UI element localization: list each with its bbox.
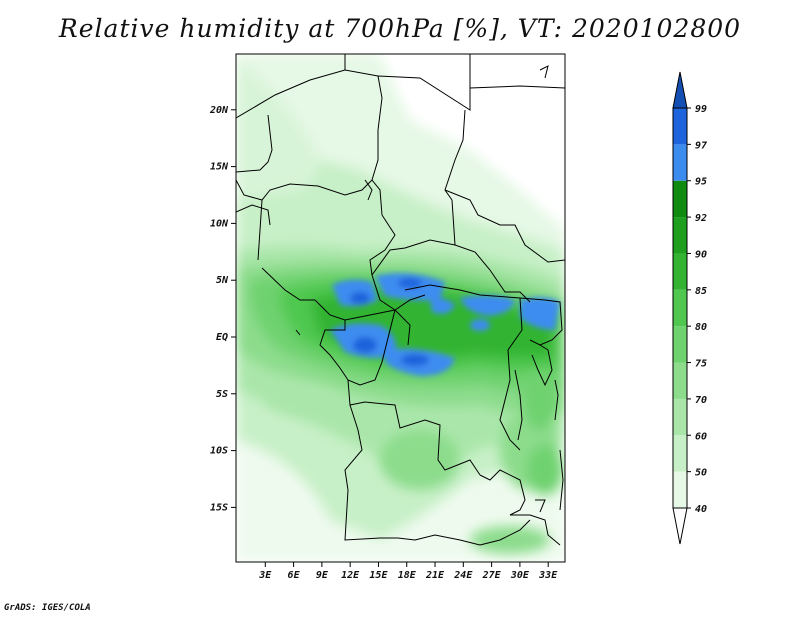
colorbar: 40 50 60 70 75 80 85 90 92 95 97 99 <box>672 71 707 545</box>
rh-50-region-west <box>236 60 318 200</box>
colorbar-label: 92 <box>695 213 707 224</box>
colorbar-segment <box>673 180 687 218</box>
colorbar-label: 85 <box>695 286 707 297</box>
colorbar-label: 70 <box>695 395 707 406</box>
lon-tick-label: 12E <box>341 570 360 581</box>
colorbar-label: 60 <box>695 431 707 442</box>
colorbar-segment <box>673 362 687 399</box>
colorbar-label: 95 <box>695 177 707 188</box>
colorbar-segment <box>673 289 687 327</box>
lon-tick-label: 15E <box>369 570 388 581</box>
lat-tick-label: 15N <box>210 162 229 173</box>
lon-tick-label: 3E <box>258 570 272 581</box>
lat-tick-label: 20N <box>209 105 229 116</box>
lon-tick-label: 9E <box>316 570 329 581</box>
lat-tick-label: 15S <box>210 502 228 513</box>
colorbar-label: 90 <box>695 249 707 260</box>
lon-tick-label: 24E <box>453 570 473 581</box>
colorbar-label: 80 <box>695 322 707 333</box>
longitude-axis: 3E 6E 9E 12E 15E 18E 21E 24E 27E 30E 33E <box>258 562 558 581</box>
colorbar-label: 40 <box>695 504 707 515</box>
lat-tick-label: EQ <box>216 332 228 343</box>
lat-tick-label: 5N <box>216 275 229 286</box>
colorbar-label: 50 <box>695 468 707 479</box>
colorbar-segment <box>673 398 687 436</box>
lon-tick-label: 33E <box>538 570 558 581</box>
colorbar-segment <box>673 326 687 363</box>
colorbar-segment <box>673 471 687 508</box>
lon-tick-label: 21E <box>425 570 445 581</box>
rh-95-region-east <box>460 295 515 316</box>
lon-tick-label: 6E <box>288 570 301 581</box>
colorbar-label: 75 <box>695 359 707 370</box>
lon-tick-label: 30E <box>510 570 530 581</box>
colorbar-frame <box>672 107 688 509</box>
plot-area <box>236 54 565 562</box>
country-borders <box>236 54 565 546</box>
lon-tick-label: 27E <box>482 570 502 581</box>
rh-95-region-far-east <box>520 297 560 330</box>
colorbar-segment <box>673 108 687 145</box>
lat-tick-label: 5S <box>216 389 228 400</box>
lat-tick-label: 10N <box>210 218 229 229</box>
colorbar-segment <box>673 435 687 472</box>
map-title: Relative humidity at 700hPa [%], VT: 202… <box>58 14 742 43</box>
plot-frame <box>235 53 566 563</box>
grads-credit: GrADS: IGES/COLA <box>4 603 91 613</box>
colorbar-over-triangle <box>672 71 688 109</box>
colorbar-segment <box>673 144 687 181</box>
colorbar-under-triangle <box>672 507 688 545</box>
lon-tick-label: 18E <box>398 570 417 581</box>
colorbar-label: 99 <box>695 104 707 115</box>
colorbar-segment <box>673 253 687 290</box>
lat-tick-label: 10S <box>210 446 228 457</box>
colorbar-segment <box>673 217 687 254</box>
humidity-field <box>236 54 565 562</box>
latitude-axis: 20N 15N 10N 5N EQ 5S 10S 15S <box>209 105 236 513</box>
colorbar-label: 97 <box>695 140 707 151</box>
